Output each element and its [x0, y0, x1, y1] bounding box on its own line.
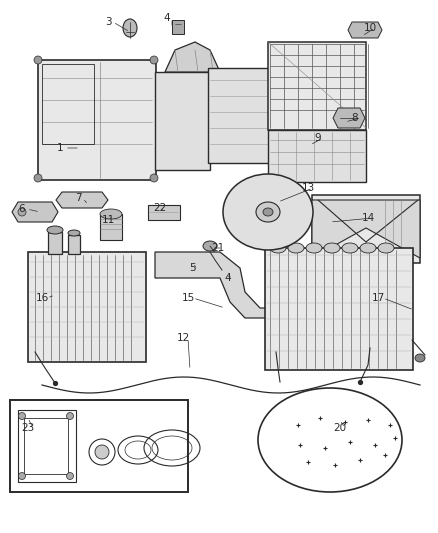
Ellipse shape: [262, 208, 272, 216]
Ellipse shape: [150, 174, 158, 182]
Bar: [155, 72, 209, 170]
Bar: [24, 418, 68, 474]
Text: 12: 12: [176, 333, 189, 343]
Text: 9: 9: [314, 133, 321, 143]
Bar: [148, 205, 180, 220]
Text: 15: 15: [181, 293, 194, 303]
Polygon shape: [347, 22, 381, 38]
Bar: [172, 20, 184, 34]
Ellipse shape: [287, 243, 303, 253]
Bar: [68, 235, 80, 254]
Ellipse shape: [47, 226, 63, 234]
Text: 20: 20: [333, 423, 346, 433]
Text: 5: 5: [189, 263, 196, 273]
Text: 14: 14: [360, 213, 374, 223]
Bar: [38, 60, 155, 180]
Ellipse shape: [34, 56, 42, 64]
Ellipse shape: [18, 208, 26, 216]
Text: 23: 23: [21, 423, 35, 433]
Ellipse shape: [68, 230, 80, 236]
Ellipse shape: [150, 56, 158, 64]
Text: 22: 22: [153, 203, 166, 213]
Text: 4: 4: [163, 13, 170, 23]
Ellipse shape: [18, 472, 25, 480]
Ellipse shape: [359, 243, 375, 253]
Bar: [265, 248, 412, 370]
Ellipse shape: [66, 472, 73, 480]
Bar: [10, 400, 187, 492]
Ellipse shape: [123, 19, 137, 37]
Polygon shape: [165, 42, 219, 72]
Text: 1: 1: [57, 143, 63, 153]
Polygon shape: [311, 200, 419, 258]
Text: 21: 21: [211, 243, 224, 253]
Bar: [208, 68, 269, 163]
Ellipse shape: [100, 209, 122, 219]
Polygon shape: [12, 202, 58, 222]
Ellipse shape: [305, 243, 321, 253]
Text: 4: 4: [224, 273, 231, 283]
Text: 17: 17: [371, 293, 384, 303]
Ellipse shape: [269, 243, 285, 253]
Text: 11: 11: [101, 215, 114, 225]
Bar: [28, 252, 146, 362]
Polygon shape: [56, 192, 108, 208]
Text: 6: 6: [19, 204, 25, 214]
Text: 13: 13: [301, 183, 314, 193]
Ellipse shape: [95, 445, 109, 459]
Bar: [42, 64, 94, 144]
Text: 3: 3: [104, 17, 111, 27]
Bar: [311, 195, 419, 263]
Ellipse shape: [377, 243, 393, 253]
Bar: [18, 410, 76, 482]
Ellipse shape: [34, 174, 42, 182]
Text: 7: 7: [74, 193, 81, 203]
Ellipse shape: [66, 413, 73, 419]
Ellipse shape: [186, 256, 198, 268]
Bar: [100, 214, 122, 240]
Polygon shape: [332, 108, 364, 128]
Bar: [48, 232, 62, 254]
Ellipse shape: [414, 354, 424, 362]
Ellipse shape: [202, 241, 216, 251]
Text: 16: 16: [35, 293, 49, 303]
Bar: [267, 42, 365, 130]
Ellipse shape: [223, 174, 312, 250]
Ellipse shape: [323, 243, 339, 253]
Ellipse shape: [341, 243, 357, 253]
Ellipse shape: [18, 413, 25, 419]
Bar: [267, 130, 365, 182]
Ellipse shape: [255, 202, 279, 222]
Polygon shape: [155, 252, 309, 318]
Text: 10: 10: [363, 23, 376, 33]
Text: 8: 8: [351, 113, 357, 123]
